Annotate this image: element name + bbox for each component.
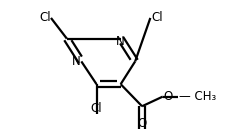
Text: Cl: Cl bbox=[91, 102, 102, 115]
Text: Cl: Cl bbox=[39, 11, 51, 24]
Text: O: O bbox=[163, 90, 173, 103]
Text: — CH₃: — CH₃ bbox=[179, 90, 216, 103]
Text: N: N bbox=[116, 35, 125, 48]
Text: N: N bbox=[72, 55, 81, 68]
Text: O: O bbox=[137, 117, 147, 130]
Text: Cl: Cl bbox=[151, 11, 163, 24]
